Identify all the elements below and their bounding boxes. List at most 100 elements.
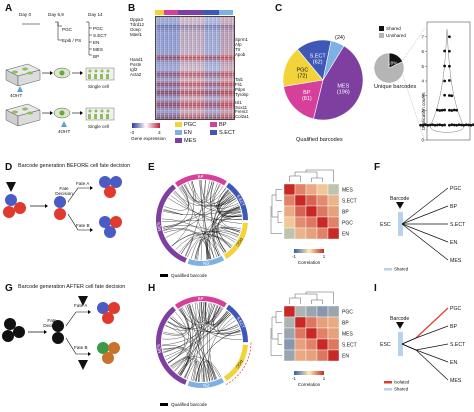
gene-label: Acta2	[130, 71, 142, 77]
gene-label: Tyrobp	[235, 91, 249, 97]
epib-ps-label: Epib / PS	[62, 38, 82, 43]
pie-slice-label: (72)	[298, 73, 308, 79]
legend-label-mes: MES	[184, 138, 197, 144]
tree-branch	[415, 307, 449, 339]
barcode-chord	[198, 360, 222, 382]
heatmap-cell	[316, 205, 329, 218]
circos-segment	[155, 184, 187, 263]
heatmap-row-label: PGC	[342, 310, 353, 316]
fate-label-bp: BP	[93, 54, 100, 59]
colorbar-title: Gene expression	[131, 136, 166, 141]
heatmap-cell	[305, 216, 318, 229]
data-point	[431, 123, 434, 127]
barcode-chord	[162, 185, 224, 230]
y-tick-label: 7	[422, 34, 425, 39]
data-point	[443, 79, 446, 83]
gene-label: Isl1	[235, 99, 242, 105]
data-point	[428, 123, 432, 127]
fate-a-label-g: Fate A	[74, 303, 88, 308]
barcode-chord	[179, 320, 236, 376]
heatmap-cell	[316, 327, 329, 340]
heatmap-row-label: BP	[342, 321, 349, 327]
barcode-chord	[188, 304, 242, 340]
barcode-chord	[206, 180, 213, 201]
heatmap-cell	[283, 216, 296, 229]
barcode-chord	[175, 233, 233, 251]
data-point	[438, 123, 442, 127]
pie-slice	[283, 79, 324, 120]
circos-segment	[174, 174, 227, 187]
circos-segment-label: S.ECT	[236, 316, 246, 330]
heatmap-cell	[305, 227, 318, 240]
barcode-chord	[195, 330, 241, 382]
data-point	[469, 123, 473, 127]
gene-label: Ttr	[235, 46, 241, 52]
barcode-chord	[213, 184, 239, 209]
connector-line	[402, 27, 426, 61]
isolated-highlight	[225, 342, 252, 386]
heatmap-row-label: PGC	[342, 221, 353, 227]
fate-label: BP	[450, 324, 457, 330]
tree-branch	[401, 223, 449, 243]
unique-barcodes-title: Unique barcodes	[374, 84, 417, 90]
fate-label: PGC	[450, 306, 461, 312]
data-point	[450, 94, 454, 98]
circos-segment	[174, 296, 227, 309]
barcode-chord	[215, 311, 231, 328]
esc-label: ESC	[380, 222, 391, 228]
barcode-marker-icon	[6, 182, 16, 192]
fate-label-sect: S.ECT	[93, 33, 107, 38]
barcode-chord	[181, 237, 193, 257]
barcode-chord	[162, 218, 242, 222]
panel-g-diagram	[2, 296, 120, 370]
circos-segment-label: MES	[156, 344, 162, 354]
circos-plot-e: MES BP S.ECT PGC EN	[155, 174, 248, 266]
barcode-marker-icon	[78, 296, 88, 306]
panel-c-charts: MES(196) BP(81) PGC(72) S.ECT(62) (24) 18% 0…	[282, 21, 474, 143]
heatmap-cell	[305, 316, 318, 329]
tree-branch	[401, 205, 449, 225]
barcode-chord	[191, 301, 202, 323]
fate-label: EN	[450, 240, 457, 246]
legend-swatch-unshared	[379, 33, 384, 38]
barcode-chord	[162, 347, 184, 357]
heatmap-fate-bar	[155, 10, 233, 15]
barcode-chord	[162, 194, 234, 228]
panel-label-f: F	[374, 162, 381, 173]
circos-segment-label: PGC	[235, 359, 244, 369]
circos-segment-label: PGC	[235, 237, 244, 247]
colorbar-title: Correlation	[298, 260, 321, 265]
barcode-chord	[208, 317, 234, 382]
fate-label: S.ECT	[450, 222, 466, 228]
heatmap-cell	[283, 316, 296, 329]
oht-arrow-b	[61, 121, 67, 127]
data-point	[448, 123, 451, 127]
barcode-chord	[184, 302, 205, 379]
column-dendrogram	[289, 169, 334, 182]
pie-slice	[313, 45, 364, 121]
data-point	[448, 94, 451, 97]
single-cell-label-2: Single cell	[88, 124, 109, 129]
heatmap-cell	[316, 183, 329, 196]
shared-swatch	[384, 268, 392, 271]
data-point	[419, 123, 422, 127]
tree-branch	[401, 343, 417, 351]
heatmap-cell	[327, 338, 340, 351]
panel-label-c: C	[275, 3, 283, 14]
barcode-chord	[171, 233, 232, 248]
colorbar-max-label: 1	[323, 376, 326, 381]
fate-label: BP	[450, 204, 457, 210]
barcode-chord	[199, 180, 215, 259]
barcode-chord	[186, 302, 210, 324]
data-point	[440, 123, 444, 127]
heatmap-cell	[305, 305, 318, 318]
barcode-chord	[196, 361, 208, 382]
panel-d-title: Barcode generation BEFORE cell fate deci…	[18, 163, 131, 169]
barcode-chord	[213, 306, 231, 327]
gene-label: Dppa3	[130, 17, 143, 22]
barcode-chord	[218, 314, 240, 334]
barcode-chord	[212, 192, 232, 257]
circos-segment-label: BP	[198, 174, 204, 179]
barcode-chord	[219, 194, 242, 215]
gene-label: Mael1	[130, 31, 142, 37]
